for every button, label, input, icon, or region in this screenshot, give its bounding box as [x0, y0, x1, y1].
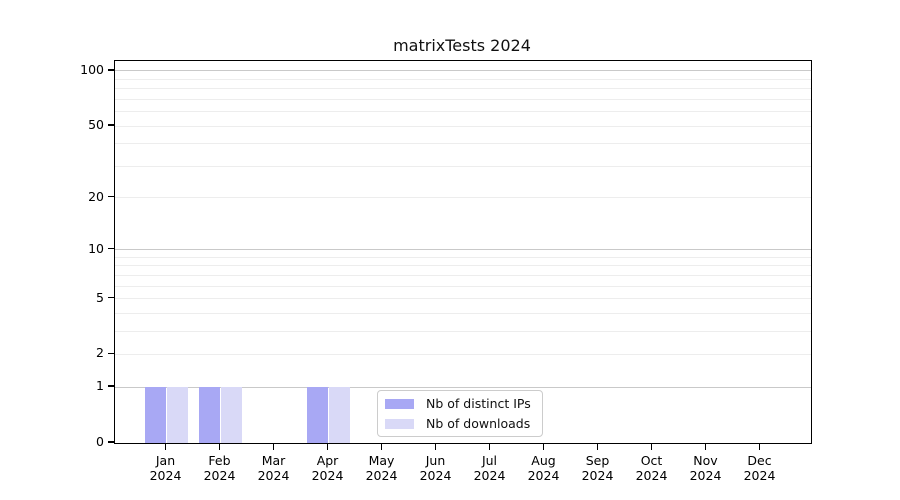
- x-tick-year: 2024: [149, 468, 182, 483]
- y-tick-label: 2: [96, 345, 104, 361]
- bar-distinct-ips: [198, 387, 221, 443]
- y-tick-mark: [108, 352, 114, 355]
- bar-downloads: [328, 387, 351, 443]
- x-tick-year: 2024: [419, 468, 452, 483]
- y-tick-mark: [108, 69, 114, 71]
- x-tick-month: Mar: [261, 453, 286, 468]
- gridline-minor: [115, 197, 811, 199]
- x-tick-mark: [596, 443, 599, 450]
- x-tick-mark: [650, 443, 653, 450]
- x-tick-label: Oct 2024: [620, 453, 684, 483]
- legend-item-downloads: Nb of downloads: [385, 415, 535, 432]
- gridline-minor: [115, 265, 811, 267]
- x-tick-label: Jul 2024: [458, 453, 522, 483]
- gridline-minor: [115, 78, 811, 80]
- x-tick-mark: [218, 443, 221, 450]
- bar-downloads: [220, 387, 243, 443]
- bar-distinct-ips: [306, 387, 329, 443]
- x-tick-mark: [542, 443, 545, 450]
- x-tick-month: Apr: [316, 453, 339, 468]
- x-tick-mark: [164, 443, 167, 450]
- x-tick-month: Aug: [531, 453, 556, 468]
- x-tick-label: Apr 2024: [296, 453, 360, 483]
- x-tick-year: 2024: [311, 468, 344, 483]
- x-tick-year: 2024: [257, 468, 290, 483]
- y-tick-mark: [108, 124, 114, 126]
- legend-label-distinct-ips: Nb of distinct IPs: [426, 396, 531, 411]
- x-tick-mark: [758, 443, 761, 450]
- x-tick-mark: [704, 443, 707, 450]
- y-tick-label: 5: [96, 289, 104, 305]
- x-tick-label: Mar 2024: [242, 453, 306, 483]
- chart-title: matrixTests 2024: [393, 36, 531, 55]
- y-tick-label: 1: [96, 378, 104, 394]
- x-tick-month: Sep: [585, 453, 610, 468]
- gridline-minor: [115, 256, 811, 258]
- gridline-minor: [115, 125, 811, 127]
- x-tick-mark: [326, 443, 329, 450]
- gridline-minor: [115, 88, 811, 90]
- x-tick-label: Sep 2024: [566, 453, 630, 483]
- y-tick-label: 50: [88, 117, 104, 133]
- x-tick-year: 2024: [689, 468, 722, 483]
- x-tick-year: 2024: [581, 468, 614, 483]
- gridline-minor: [115, 274, 811, 276]
- gridline-minor: [115, 165, 811, 167]
- x-tick-mark: [434, 443, 437, 450]
- gridline-major: [115, 386, 811, 388]
- gridline-minor: [115, 143, 811, 145]
- legend: Nb of distinct IPs Nb of downloads: [377, 390, 543, 437]
- gridline-minor: [115, 98, 811, 100]
- x-tick-year: 2024: [743, 468, 776, 483]
- gridline-minor: [115, 330, 811, 332]
- gridline-minor: [115, 111, 811, 113]
- y-tick-mark: [108, 247, 114, 250]
- y-tick-label: 10: [88, 240, 104, 256]
- x-tick-label: Feb 2024: [188, 453, 252, 483]
- x-tick-month: Feb: [208, 453, 231, 468]
- plot-area: [114, 60, 812, 444]
- x-tick-year: 2024: [635, 468, 668, 483]
- x-tick-label: Nov 2024: [674, 453, 738, 483]
- x-tick-label: Aug 2024: [512, 453, 576, 483]
- y-tick-label: 100: [80, 61, 104, 77]
- x-tick-month: Jun: [425, 453, 446, 468]
- x-tick-mark: [380, 443, 383, 450]
- y-tick-mark: [108, 296, 114, 299]
- x-tick-month: Dec: [747, 453, 772, 468]
- gridline-minor: [115, 298, 811, 300]
- legend-label-downloads: Nb of downloads: [426, 416, 531, 431]
- x-tick-month: Jan: [155, 453, 176, 468]
- x-tick-year: 2024: [365, 468, 398, 483]
- x-tick-year: 2024: [203, 468, 236, 483]
- gridline-major: [115, 249, 811, 251]
- gridline-minor: [115, 353, 811, 355]
- x-tick-mark: [272, 443, 275, 450]
- gridline-minor: [115, 312, 811, 314]
- x-tick-month: Jul: [481, 453, 498, 468]
- y-tick-mark: [108, 195, 114, 198]
- x-tick-month: May: [368, 453, 395, 468]
- x-tick-label: May 2024: [350, 453, 414, 483]
- x-tick-label: Jun 2024: [404, 453, 468, 483]
- y-tick-mark: [108, 441, 114, 443]
- legend-swatch-distinct-ips: [385, 398, 414, 409]
- bar-distinct-ips: [144, 387, 167, 443]
- x-tick-month: Oct: [640, 453, 663, 468]
- x-tick-month: Nov: [693, 453, 718, 468]
- y-tick-label: 20: [88, 188, 104, 204]
- y-tick-mark: [108, 385, 114, 387]
- y-tick-label: 0: [96, 434, 104, 449]
- gridline-major: [115, 70, 811, 72]
- legend-swatch-downloads: [385, 418, 414, 429]
- x-tick-label: Dec 2024: [728, 453, 792, 483]
- legend-item-distinct-ips: Nb of distinct IPs: [385, 395, 535, 412]
- x-tick-year: 2024: [527, 468, 560, 483]
- bar-downloads: [166, 387, 189, 443]
- x-tick-year: 2024: [473, 468, 506, 483]
- gridline-minor: [115, 285, 811, 287]
- x-tick-label: Jan 2024: [134, 453, 198, 483]
- x-tick-mark: [488, 443, 491, 450]
